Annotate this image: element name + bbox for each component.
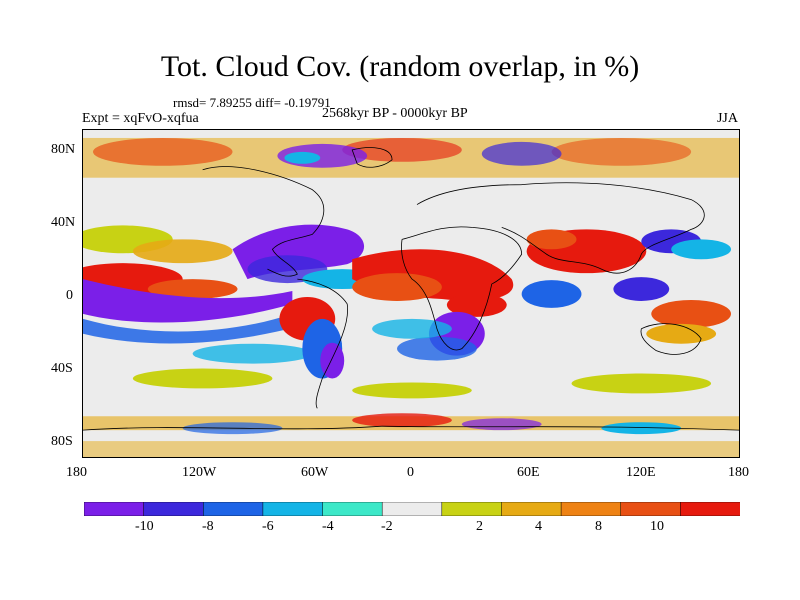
colorbar-swatch	[262, 502, 324, 516]
colorbar-label-9: 10	[650, 519, 664, 534]
colorbar-label-8: 8	[595, 519, 602, 534]
colorbar-swatch	[381, 502, 443, 516]
experiment-label: Expt = xqFvO-xqfua	[82, 111, 199, 126]
colorbar-swatch	[143, 502, 204, 516]
cloud-cover-map	[82, 129, 740, 458]
lon-label-60e: 60E	[517, 465, 540, 480]
colorbar-swatch	[501, 502, 562, 516]
lon-label-120e: 120E	[626, 465, 656, 480]
colorbar-swatch	[203, 502, 264, 516]
colorbar-swatch	[322, 502, 383, 516]
period-label: 2568kyr BP - 0000kyr BP	[322, 106, 468, 121]
lat-label-40n: 40N	[51, 215, 76, 230]
colorbar-label-2: -8	[202, 519, 214, 534]
lat-label-0: 0	[66, 288, 73, 303]
colorbar-label-5: -2	[381, 519, 393, 534]
coastlines	[83, 147, 739, 431]
colorbar-swatch	[560, 502, 622, 516]
colorbar-swatch	[84, 502, 145, 516]
lon-label-120w: 120W	[182, 465, 217, 480]
colorbar-label-4: -4	[322, 519, 334, 534]
lon-label-0: 0	[407, 465, 414, 480]
lat-label-80n: 80N	[51, 142, 76, 157]
season-label: JJA	[716, 111, 738, 126]
lon-label-180e: 180	[728, 465, 749, 480]
colorbar	[84, 502, 740, 516]
colorbar-label-3: -6	[262, 519, 274, 534]
stats-text: rmsd= 7.89255 diff= -0.19791	[173, 95, 331, 110]
colorbar-label-7: 4	[535, 519, 542, 534]
lon-label-180w: 180	[66, 465, 87, 480]
figure-title: Tot. Cloud Cov. (random overlap, in %)	[160, 50, 640, 83]
colorbar-label-6: 2	[476, 519, 483, 534]
lat-label-80s: 80S	[51, 434, 73, 449]
lat-label-40s: 40S	[51, 361, 73, 376]
lon-label-60w: 60W	[301, 465, 329, 480]
colorbar-swatch	[680, 502, 740, 516]
colorbar-swatch	[620, 502, 681, 516]
colorbar-label-1: -10	[135, 519, 154, 534]
colorbar-swatch	[441, 502, 503, 516]
anomaly-fields	[83, 137, 739, 457]
